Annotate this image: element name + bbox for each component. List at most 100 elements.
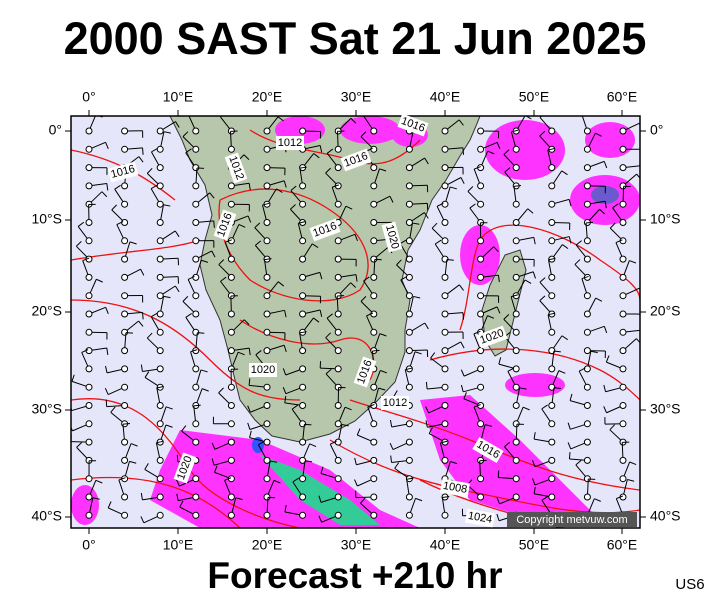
wind-barb xyxy=(85,347,109,355)
wind-barb xyxy=(299,243,319,263)
station xyxy=(334,438,342,446)
station xyxy=(583,255,591,263)
station xyxy=(583,164,591,172)
barb-feather xyxy=(130,443,138,447)
station xyxy=(441,402,449,409)
station xyxy=(85,383,93,391)
wind-barb xyxy=(227,497,243,519)
wind-barb xyxy=(140,492,164,501)
station xyxy=(299,438,307,446)
wind-barb xyxy=(619,164,640,172)
station xyxy=(548,402,556,409)
barb-feather xyxy=(487,315,495,319)
barb-feather xyxy=(176,454,179,462)
rain-area xyxy=(71,485,99,525)
barb-feather xyxy=(487,150,495,155)
station xyxy=(619,273,627,281)
wind-barb xyxy=(282,365,307,376)
barb-feather xyxy=(412,222,420,225)
wind-barb xyxy=(467,186,485,208)
barb-feather xyxy=(511,129,519,133)
barb-feather xyxy=(243,319,250,326)
isobar-label: 1020 xyxy=(249,363,277,377)
station xyxy=(156,475,164,483)
barb-feather xyxy=(235,497,243,500)
barb-feather xyxy=(532,478,536,486)
station xyxy=(156,255,164,263)
station xyxy=(405,438,413,446)
barb-feather xyxy=(182,131,189,138)
station xyxy=(441,365,449,373)
station xyxy=(192,182,200,190)
wind-barb xyxy=(292,477,307,501)
station xyxy=(85,164,93,172)
barb-feather xyxy=(513,184,522,187)
barb-feather xyxy=(541,495,549,501)
barb-feather xyxy=(568,236,572,244)
barb-feather xyxy=(558,370,566,374)
lon-label: 10°E xyxy=(163,89,194,105)
station xyxy=(405,456,413,464)
barb-feather xyxy=(399,239,407,245)
barb-feather xyxy=(114,184,121,190)
station xyxy=(619,145,627,153)
barb-feather xyxy=(496,142,501,150)
wind-barb xyxy=(85,116,103,135)
barb-feather xyxy=(354,457,357,465)
wind-barb xyxy=(477,127,500,139)
barb-feather xyxy=(460,341,465,349)
wind-barb xyxy=(473,404,485,428)
wind-barb xyxy=(299,460,312,483)
station xyxy=(441,292,449,300)
barb-feather xyxy=(292,477,300,483)
barb-feather xyxy=(211,442,216,450)
barb-feather xyxy=(603,326,608,334)
station xyxy=(263,164,271,172)
wind-barb xyxy=(85,182,109,191)
lat-label: 10°S xyxy=(31,211,62,227)
barb-feather xyxy=(484,424,492,427)
wind-barb xyxy=(182,131,200,153)
barb-feather xyxy=(298,221,306,224)
barb-feather xyxy=(615,239,623,243)
station xyxy=(370,475,378,483)
wind-barb xyxy=(405,157,429,172)
barb-feather xyxy=(428,427,433,434)
station xyxy=(121,182,129,190)
barb-feather xyxy=(532,271,536,279)
barb-feather xyxy=(389,195,394,203)
barb-feather xyxy=(116,221,124,226)
barb-feather xyxy=(578,367,586,372)
barb-feather xyxy=(519,387,527,390)
wind-barb xyxy=(192,167,204,190)
wind-barb xyxy=(404,367,413,391)
wind-barb xyxy=(224,477,235,501)
wind-barb xyxy=(263,460,278,483)
barb-feather xyxy=(318,515,323,523)
barb-feather xyxy=(425,420,428,428)
wind-barb xyxy=(179,500,200,519)
barb-feather xyxy=(366,312,374,317)
barb-feather xyxy=(211,458,215,466)
wind-barb xyxy=(247,402,271,413)
isobar-label: 1008 xyxy=(439,478,471,498)
barb-feather xyxy=(595,297,603,302)
wind-barb xyxy=(619,173,640,190)
wind-barb xyxy=(441,119,464,135)
station xyxy=(299,402,307,409)
wind-barb xyxy=(504,441,520,464)
station xyxy=(477,127,485,135)
barb-feather xyxy=(238,223,246,228)
barb-feather xyxy=(496,513,500,521)
barb-feather xyxy=(237,351,245,356)
wind-barb xyxy=(441,341,465,355)
station xyxy=(227,200,235,208)
station xyxy=(227,420,235,428)
wind-barb xyxy=(156,386,164,409)
barb-feather xyxy=(367,404,375,408)
station xyxy=(263,456,271,464)
wind-barb xyxy=(318,493,342,503)
wind-barb xyxy=(583,478,596,501)
station xyxy=(334,475,342,483)
lat-label: 20°S xyxy=(31,303,62,319)
